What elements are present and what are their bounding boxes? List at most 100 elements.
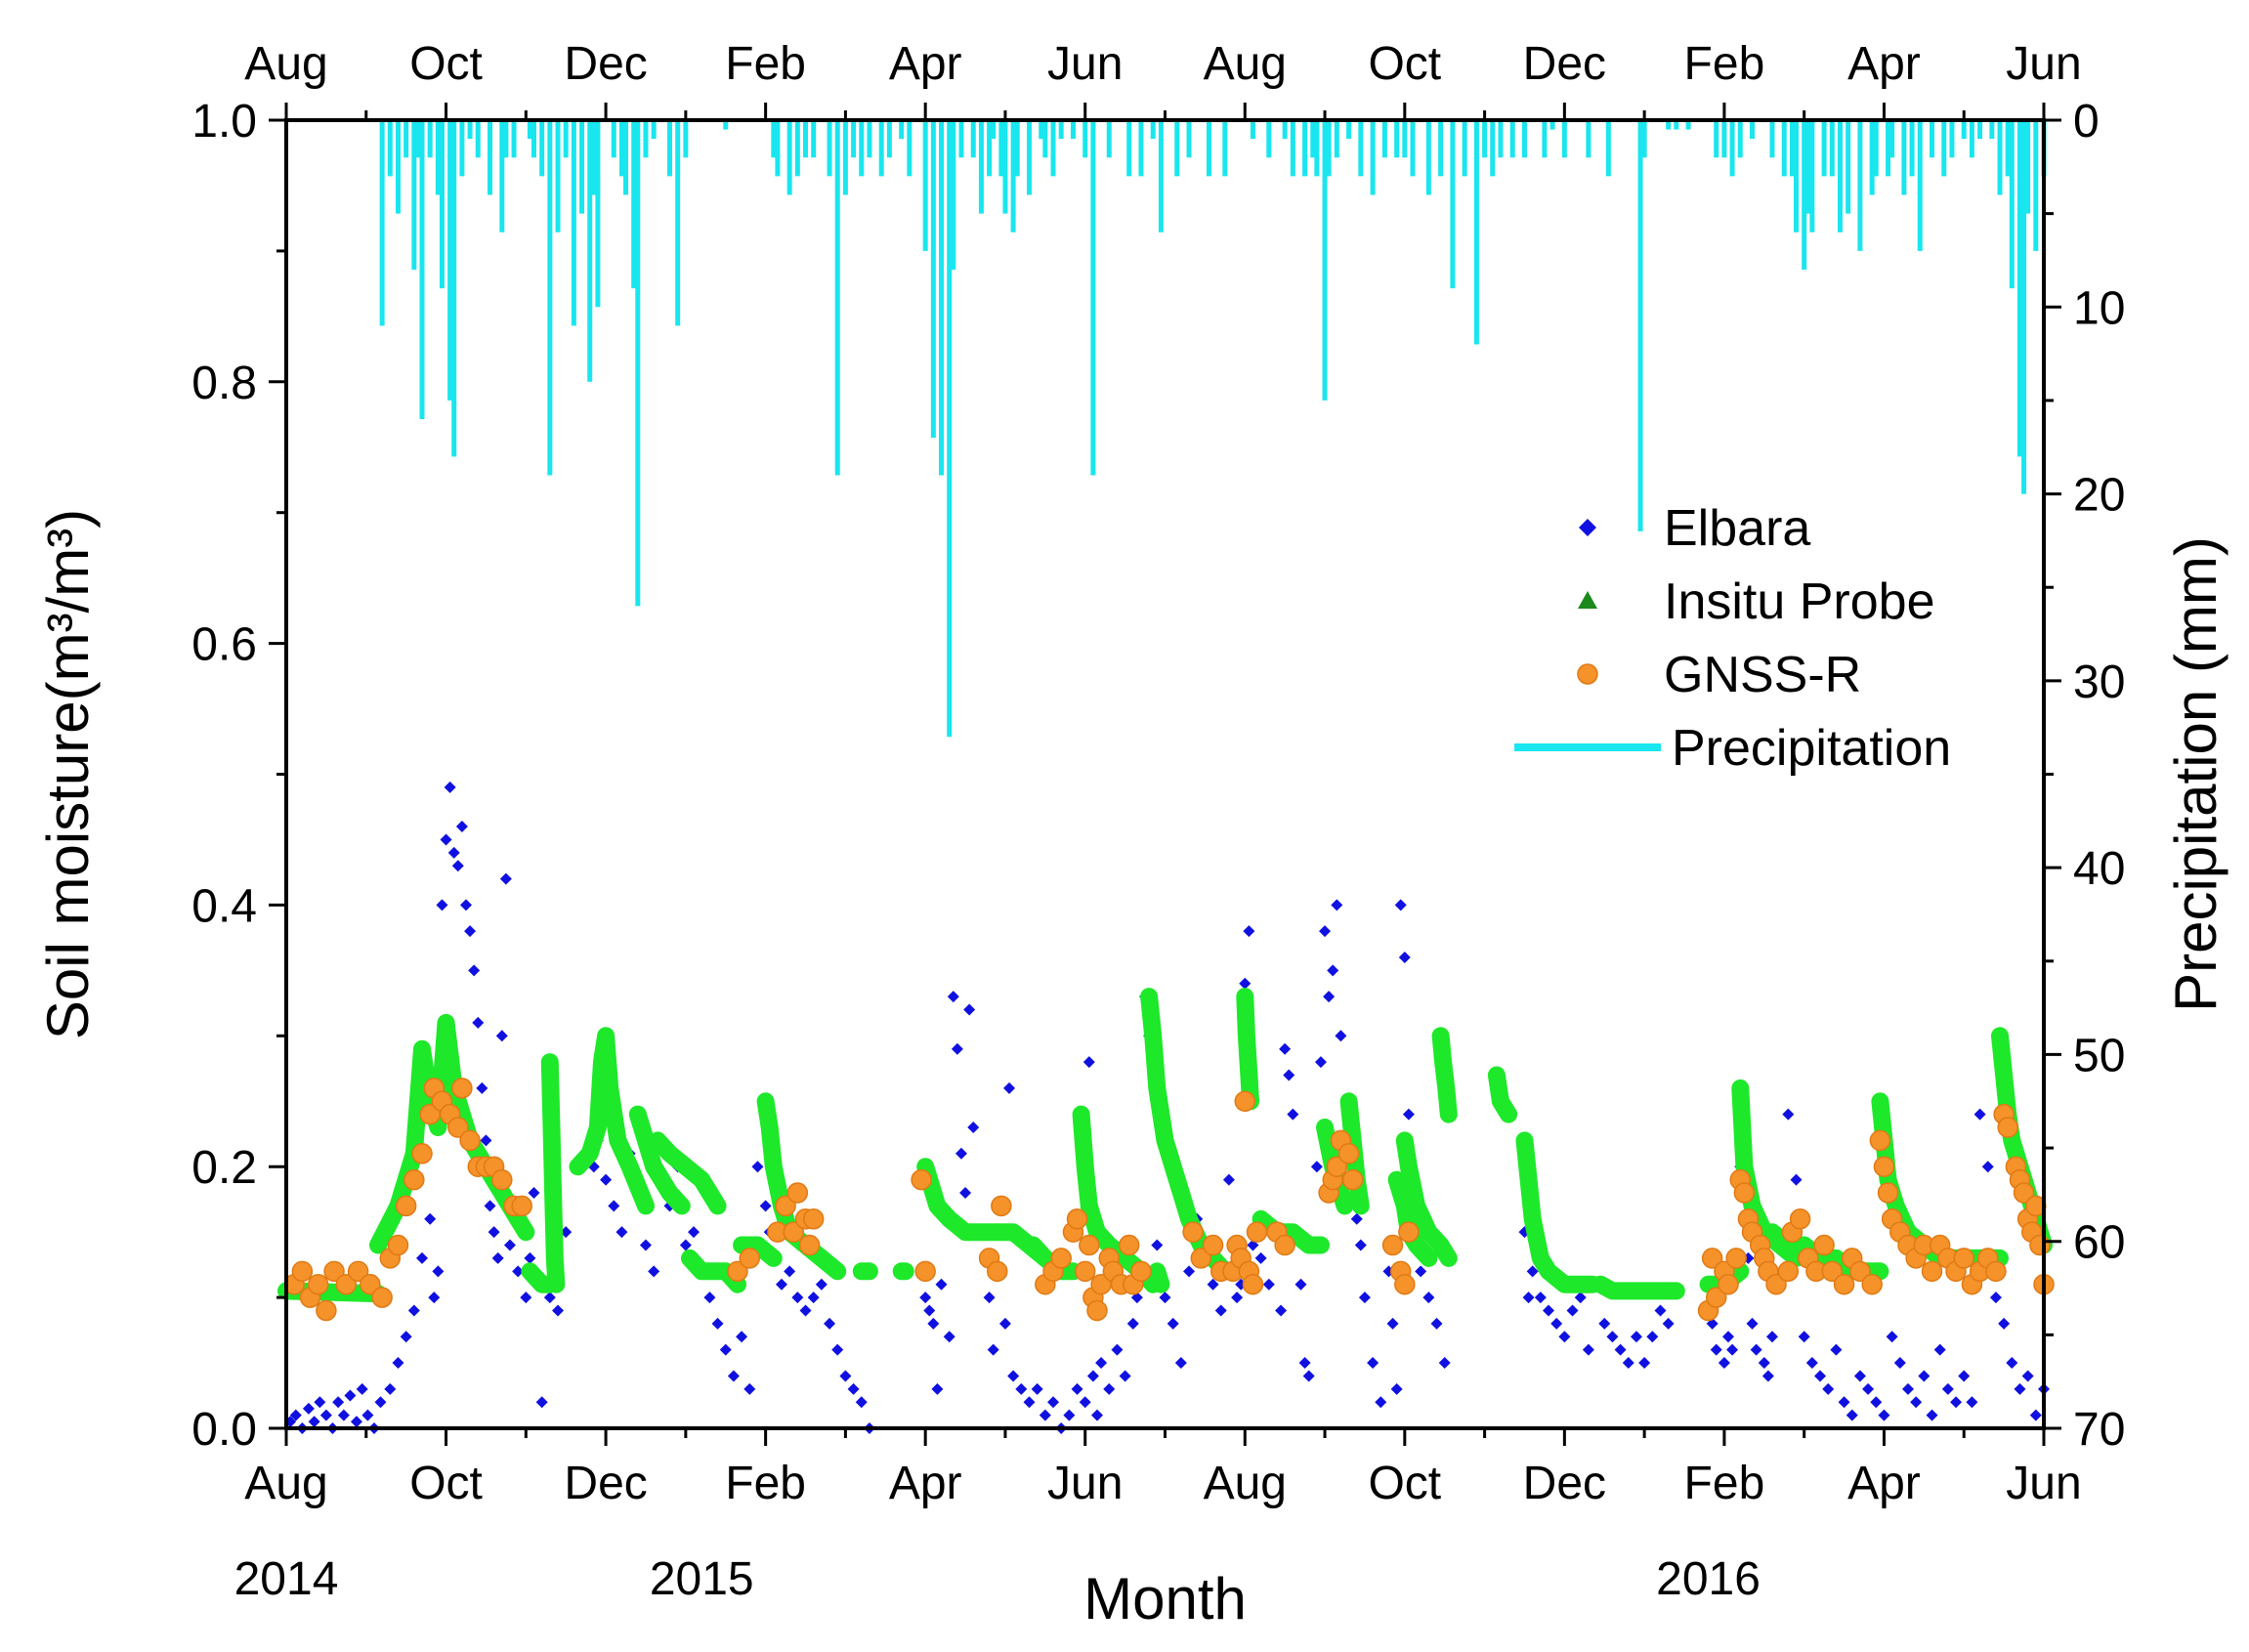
- elbara-point: [344, 1389, 357, 1402]
- elbara-point: [1327, 964, 1339, 977]
- elbara-point: [1394, 899, 1407, 911]
- legend-elbara-symbol: [1579, 519, 1596, 536]
- elbara-point: [1422, 1292, 1435, 1304]
- legend-insitu-probe-symbol: [1578, 591, 1597, 609]
- gnss-r-point: [1701, 1248, 1723, 1269]
- elbara-point: [1086, 1370, 1099, 1382]
- elbara-point: [1358, 1292, 1371, 1304]
- elbara-point: [1862, 1382, 1875, 1395]
- gnss-r-point: [1086, 1299, 1108, 1322]
- elbara-point: [1646, 1331, 1659, 1343]
- y-tick-label: 0.4: [191, 880, 257, 932]
- insitu-probe-trace: [649, 1131, 727, 1215]
- elbara-point: [1354, 1239, 1367, 1251]
- elbara-point: [1765, 1331, 1778, 1343]
- gnss-r-point: [1997, 1117, 2018, 1138]
- elbara-point: [552, 1304, 565, 1317]
- elbara-point: [1430, 1317, 1443, 1330]
- elbara-point: [1375, 1396, 1387, 1409]
- elbara-point: [1367, 1357, 1379, 1370]
- insitu-probe-trace: [1148, 1262, 1170, 1293]
- elbara-point: [319, 1409, 332, 1421]
- elbara-point: [1350, 1212, 1363, 1225]
- x-tick-label-bottom: Feb: [1684, 1458, 1765, 1509]
- gnss-r-series: [283, 1078, 2055, 1322]
- elbara-point: [332, 1396, 345, 1409]
- elbara-point: [1415, 1265, 1427, 1278]
- x-tick-label-bottom: Oct: [409, 1458, 483, 1509]
- elbara-point: [1111, 1343, 1124, 1356]
- elbara-point: [955, 1147, 967, 1160]
- elbara-point: [524, 1251, 536, 1264]
- elbara-point: [1566, 1304, 1579, 1317]
- elbara-point: [1331, 899, 1343, 911]
- insitu-probe-trace: [1591, 1275, 1685, 1300]
- elbara-point: [444, 781, 456, 793]
- gnss-r-point: [1789, 1208, 1811, 1230]
- elbara-point: [751, 1161, 764, 1173]
- legend-label: Precipitation: [1672, 720, 1951, 777]
- elbara-point: [1003, 1081, 1016, 1094]
- elbara-point: [983, 1292, 996, 1304]
- y2-tick-label: 20: [2073, 470, 2125, 522]
- gnss-r-point: [447, 1117, 469, 1138]
- year-label: 2015: [650, 1553, 754, 1605]
- elbara-point: [1298, 1357, 1311, 1370]
- elbara-point: [855, 1396, 868, 1409]
- elbara-point: [1167, 1317, 1179, 1330]
- gnss-r-point: [1190, 1248, 1212, 1269]
- elbara-point: [1941, 1382, 1954, 1395]
- elbara-point: [998, 1317, 1011, 1330]
- elbara-point: [1870, 1396, 1883, 1409]
- elbara-point: [1761, 1370, 1774, 1382]
- gnss-r-point: [1821, 1260, 1844, 1283]
- elbara-point: [1798, 1331, 1810, 1343]
- gnss-r-point: [739, 1248, 761, 1269]
- insitu-probe-trace: [916, 1158, 1054, 1267]
- elbara-point: [951, 1042, 963, 1055]
- elbara-point: [361, 1409, 374, 1421]
- elbara-point: [428, 1292, 441, 1304]
- legend: Elbara Insitu Probe GNSS-R Precipitation: [1514, 500, 1951, 777]
- insitu-probe-trace: [1236, 988, 1259, 1111]
- elbara-point: [472, 1016, 485, 1029]
- elbara-point: [447, 846, 460, 859]
- y2-tick-label: 60: [2073, 1217, 2125, 1269]
- elbara-point: [1222, 1173, 1235, 1186]
- elbara-point: [1973, 1108, 1986, 1121]
- elbara-point: [943, 1331, 955, 1343]
- elbara-point: [1989, 1292, 2002, 1304]
- x-tick-label-top: Dec: [1523, 38, 1606, 90]
- x-tick-label-bottom: Oct: [1368, 1458, 1441, 1509]
- gnss-r-point: [1813, 1234, 1835, 1256]
- elbara-point: [1558, 1331, 1571, 1343]
- elbara-point: [1998, 1317, 2011, 1330]
- gnss-r-point: [395, 1195, 417, 1217]
- elbara-point: [759, 1200, 772, 1212]
- elbara-point: [1901, 1382, 1914, 1395]
- gnss-r-point: [1074, 1260, 1096, 1283]
- gnss-r-point: [459, 1129, 481, 1152]
- elbara-point: [1805, 1357, 1818, 1370]
- x-tick-label-bottom: Apr: [1847, 1458, 1921, 1509]
- elbara-point: [1598, 1317, 1611, 1330]
- elbara-point: [679, 1239, 692, 1251]
- elbara-point: [987, 1343, 999, 1356]
- gnss-r-point: [1337, 1143, 1360, 1165]
- gnss-r-point: [1394, 1273, 1416, 1295]
- y-axis-title: Soil moisture(m³/m³): [35, 509, 101, 1039]
- elbara-point: [815, 1278, 827, 1291]
- elbara-point: [1886, 1331, 1898, 1343]
- elbara-point: [1335, 1030, 1347, 1042]
- elbara-point: [1090, 1409, 1103, 1421]
- elbara-point: [1654, 1304, 1667, 1317]
- elbara-point: [424, 1212, 437, 1225]
- elbara-point: [1721, 1331, 1734, 1343]
- elbara-point: [476, 1081, 488, 1094]
- elbara-point: [1726, 1343, 1739, 1356]
- elbara-point: [1279, 1042, 1292, 1055]
- elbara-point: [2021, 1370, 2034, 1382]
- elbara-point: [935, 1278, 948, 1291]
- elbara-point: [1606, 1331, 1619, 1343]
- gnss-r-point: [783, 1221, 805, 1243]
